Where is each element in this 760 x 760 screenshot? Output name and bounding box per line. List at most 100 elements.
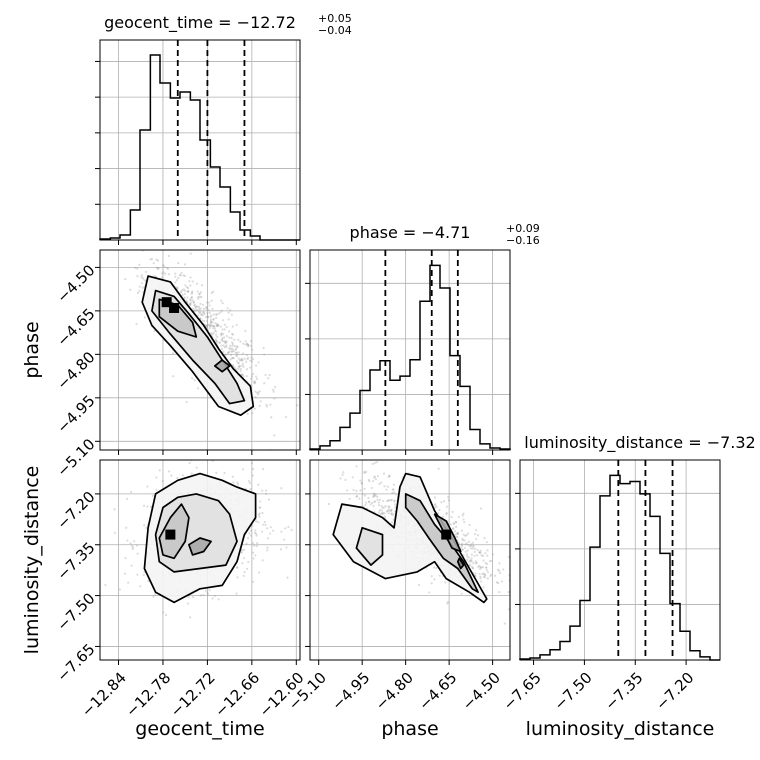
scatter-point <box>473 550 476 554</box>
scatter-point <box>196 309 199 312</box>
scatter-point <box>236 345 239 348</box>
scatter-point <box>202 311 205 314</box>
scatter-point <box>124 557 127 560</box>
panel-luminosity_distance_vs_phase: −5.10−4.95−4.80−4.65−4.50 <box>285 459 514 714</box>
scatter-point <box>383 515 386 518</box>
scatter-point <box>183 296 186 299</box>
scatter-point <box>454 525 458 529</box>
scatter-point <box>272 390 275 393</box>
scatter-point <box>231 342 234 345</box>
scatter-point <box>363 471 366 475</box>
scatter-point <box>382 472 386 475</box>
scatter-point <box>113 531 116 534</box>
x-tick-label: −12.78 <box>122 669 174 721</box>
scatter-point <box>205 301 209 304</box>
scatter-point <box>179 291 182 294</box>
scatter-point <box>135 544 139 547</box>
scatter-point <box>136 275 139 278</box>
scatter-point <box>479 549 482 553</box>
scatter-point <box>192 301 195 304</box>
scatter-point <box>216 324 219 327</box>
scatter-point <box>189 299 192 302</box>
scatter-point <box>236 576 239 579</box>
scatter-point <box>383 506 386 509</box>
x-tick-label: −12.66 <box>211 669 263 721</box>
scatter-point <box>198 307 201 311</box>
scatter-point <box>209 323 212 326</box>
scatter-point <box>190 292 193 295</box>
scatter-point <box>269 403 272 406</box>
scatter-point <box>186 287 190 290</box>
scatter-point <box>273 434 276 437</box>
scatter-point <box>214 322 217 325</box>
scatter-point <box>203 312 206 316</box>
scatter-point <box>461 537 464 540</box>
scatter-point <box>373 475 377 478</box>
scatter-point <box>284 415 288 419</box>
scatter-point <box>261 511 264 515</box>
scatter-point <box>253 544 256 547</box>
scatter-point <box>462 518 465 521</box>
scatter-point <box>228 330 231 333</box>
scatter-point <box>296 404 299 407</box>
y-tick-label: −4.65 <box>53 305 98 350</box>
scatter-point <box>392 513 395 516</box>
scatter-point <box>176 476 179 480</box>
scatter-point <box>273 397 276 400</box>
scatter-point <box>239 370 242 373</box>
scatter-point <box>456 532 459 535</box>
y-tick-label: −4.80 <box>53 348 98 393</box>
scatter-point <box>461 548 464 551</box>
scatter-point <box>358 497 361 500</box>
scatter-point <box>180 290 183 293</box>
scatter-point <box>380 509 383 512</box>
scatter-point <box>191 290 194 293</box>
scatter-point <box>116 247 118 249</box>
scatter-point <box>124 278 127 281</box>
scatter-point <box>472 562 475 565</box>
scatter-point <box>230 313 233 316</box>
scatter-point <box>455 520 458 524</box>
scatter-point <box>215 471 218 474</box>
scatter-point <box>355 495 358 498</box>
scatter-point <box>483 537 486 540</box>
scatter-point <box>141 277 145 280</box>
scatter-point <box>231 475 234 478</box>
contour-line <box>456 557 465 570</box>
scatter-point <box>287 525 290 528</box>
scatter-point <box>257 513 260 516</box>
scatter-point <box>265 405 269 408</box>
scatter-point <box>140 274 144 277</box>
scatter-point <box>255 377 259 381</box>
scatter-point <box>480 554 483 557</box>
scatter-point <box>451 510 454 513</box>
scatter-point <box>189 616 192 619</box>
scatter-point <box>191 291 194 295</box>
scatter-point <box>222 344 225 347</box>
scatter-point <box>201 314 204 317</box>
scatter-point <box>266 549 269 552</box>
scatter-point <box>478 551 481 554</box>
scatter-point <box>327 502 330 506</box>
scatter-point <box>213 327 217 330</box>
scatter-point <box>215 340 218 343</box>
scatter-point <box>190 472 193 475</box>
scatter-point <box>512 563 514 565</box>
scatter-point <box>355 489 358 493</box>
scatter-point <box>187 290 190 293</box>
scatter-point <box>235 592 238 595</box>
scatter-point <box>192 300 196 304</box>
scatter-point <box>205 319 209 323</box>
scatter-point <box>190 296 193 299</box>
scatter-point <box>229 347 232 351</box>
scatter-point <box>438 508 441 512</box>
scatter-point <box>255 520 258 523</box>
scatter-point <box>232 350 235 353</box>
density-peak <box>161 297 172 308</box>
scatter-point <box>208 304 211 307</box>
scatter-point <box>367 500 371 504</box>
scatter-point <box>479 577 482 580</box>
x-tick-label: −4.50 <box>459 669 504 714</box>
scatter-point <box>481 573 484 576</box>
